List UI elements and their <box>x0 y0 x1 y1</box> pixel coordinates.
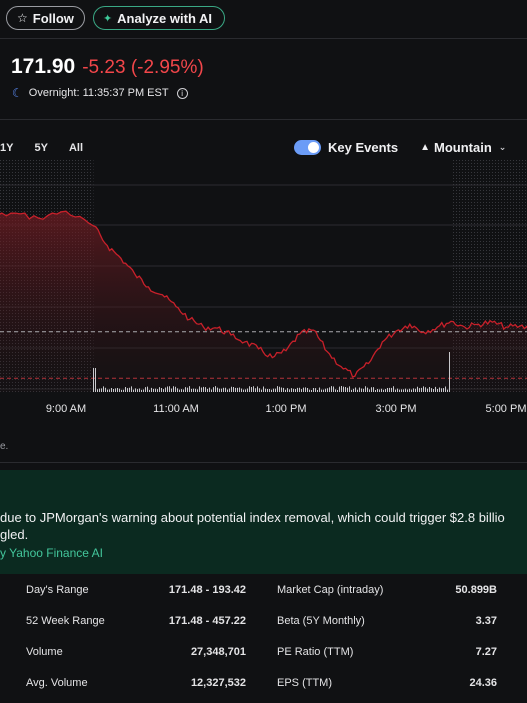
range-5y[interactable]: 5Y <box>34 142 48 154</box>
key-events-label: Key Events <box>328 140 399 155</box>
stat-label: PE Ratio (TTM) <box>277 646 354 658</box>
range-1y[interactable]: 1Y <box>0 142 14 154</box>
chart-type-dropdown[interactable]: ▲ Mountain ⌄ <box>420 140 506 155</box>
stat-row: Volume 27,348,701 PE Ratio (TTM) 7.27 <box>0 646 527 666</box>
stat-label: Beta (5Y Monthly) <box>277 615 365 627</box>
price-chart[interactable]: 9:00 AM 11:00 AM 1:00 PM 3:00 PM 5:00 PM <box>0 160 527 430</box>
stat-value: 7.27 <box>475 646 497 658</box>
stat-value: 3.37 <box>475 615 497 627</box>
x-tick-label: 1:00 PM <box>266 403 307 415</box>
stat-value: 24.36 <box>469 677 497 689</box>
price: 171.90 <box>11 55 76 78</box>
stat-label: EPS (TTM) <box>277 677 332 689</box>
moon-icon: ☾ <box>12 86 23 100</box>
analyze-label: Analyze with AI <box>117 10 213 26</box>
stat-value: 171.48 - 457.22 <box>168 615 246 627</box>
ai-summary-line-1: due to JPMorgan's warning about potentia… <box>0 510 505 525</box>
price-line <box>0 210 527 378</box>
ai-summary-text: due to JPMorgan's warning about potentia… <box>0 509 527 543</box>
star-icon: ☆ <box>17 11 28 25</box>
stat-value: 27,348,701 <box>190 646 246 658</box>
stat-value: 50.899B <box>455 584 497 596</box>
divider <box>0 38 527 39</box>
divider <box>0 462 527 463</box>
stat-label: 52 Week Range <box>26 615 105 627</box>
stat-value: 12,327,532 <box>190 677 246 689</box>
overnight-time: Overnight: 11:35:37 PM EST <box>28 87 169 99</box>
sparkle-icon: ✦ <box>102 12 113 25</box>
x-tick-label: 9:00 AM <box>46 403 86 415</box>
follow-button[interactable]: ☆ Follow <box>6 6 85 30</box>
chevron-down-icon: ⌄ <box>498 142 507 152</box>
overnight-status: ☾ Overnight: 11:35:37 PM EST i <box>12 86 188 100</box>
stat-label: Market Cap (intraday) <box>277 584 384 596</box>
stat-label: Volume <box>26 646 63 658</box>
stat-row: Avg. Volume 12,327,532 EPS (TTM) 24.36 <box>0 677 527 697</box>
follow-label: Follow <box>32 10 74 26</box>
x-tick-label: 3:00 PM <box>376 403 417 415</box>
stat-value: 171.48 - 193.42 <box>168 584 246 596</box>
volume-bars <box>93 352 450 392</box>
info-icon[interactable]: i <box>176 87 188 99</box>
ai-summary-panel: due to JPMorgan's warning about potentia… <box>0 470 527 574</box>
x-tick-label: 5:00 PM <box>486 403 527 415</box>
price-area <box>0 211 527 392</box>
ai-summary-source[interactable]: y Yahoo Finance AI <box>0 546 103 560</box>
mountain-icon: ▲ <box>420 142 430 153</box>
stat-row: 52 Week Range 171.48 - 457.22 Beta (5Y M… <box>0 615 527 635</box>
range-all[interactable]: All <box>68 142 83 154</box>
divider <box>0 119 527 120</box>
ai-summary-line-2: gled. <box>0 527 29 542</box>
price-change: -5.23 (-2.95%) <box>82 57 204 78</box>
stat-label: Avg. Volume <box>26 677 88 689</box>
chart-type-label: Mountain <box>434 140 492 155</box>
range-selector: 1Y 5Y All <box>0 142 104 154</box>
analyze-with-ai-button[interactable]: ✦ Analyze with AI <box>92 6 226 30</box>
quote-header: 171.90 -5.23 (-2.95%) <box>11 55 204 79</box>
x-tick-label: 11:00 AM <box>153 403 199 415</box>
stat-label: Day's Range <box>26 584 89 596</box>
key-events-toggle[interactable] <box>294 140 321 155</box>
chart-footnote: e. <box>0 441 9 452</box>
stat-row: Day's Range 171.48 - 193.42 Market Cap (… <box>0 584 527 604</box>
